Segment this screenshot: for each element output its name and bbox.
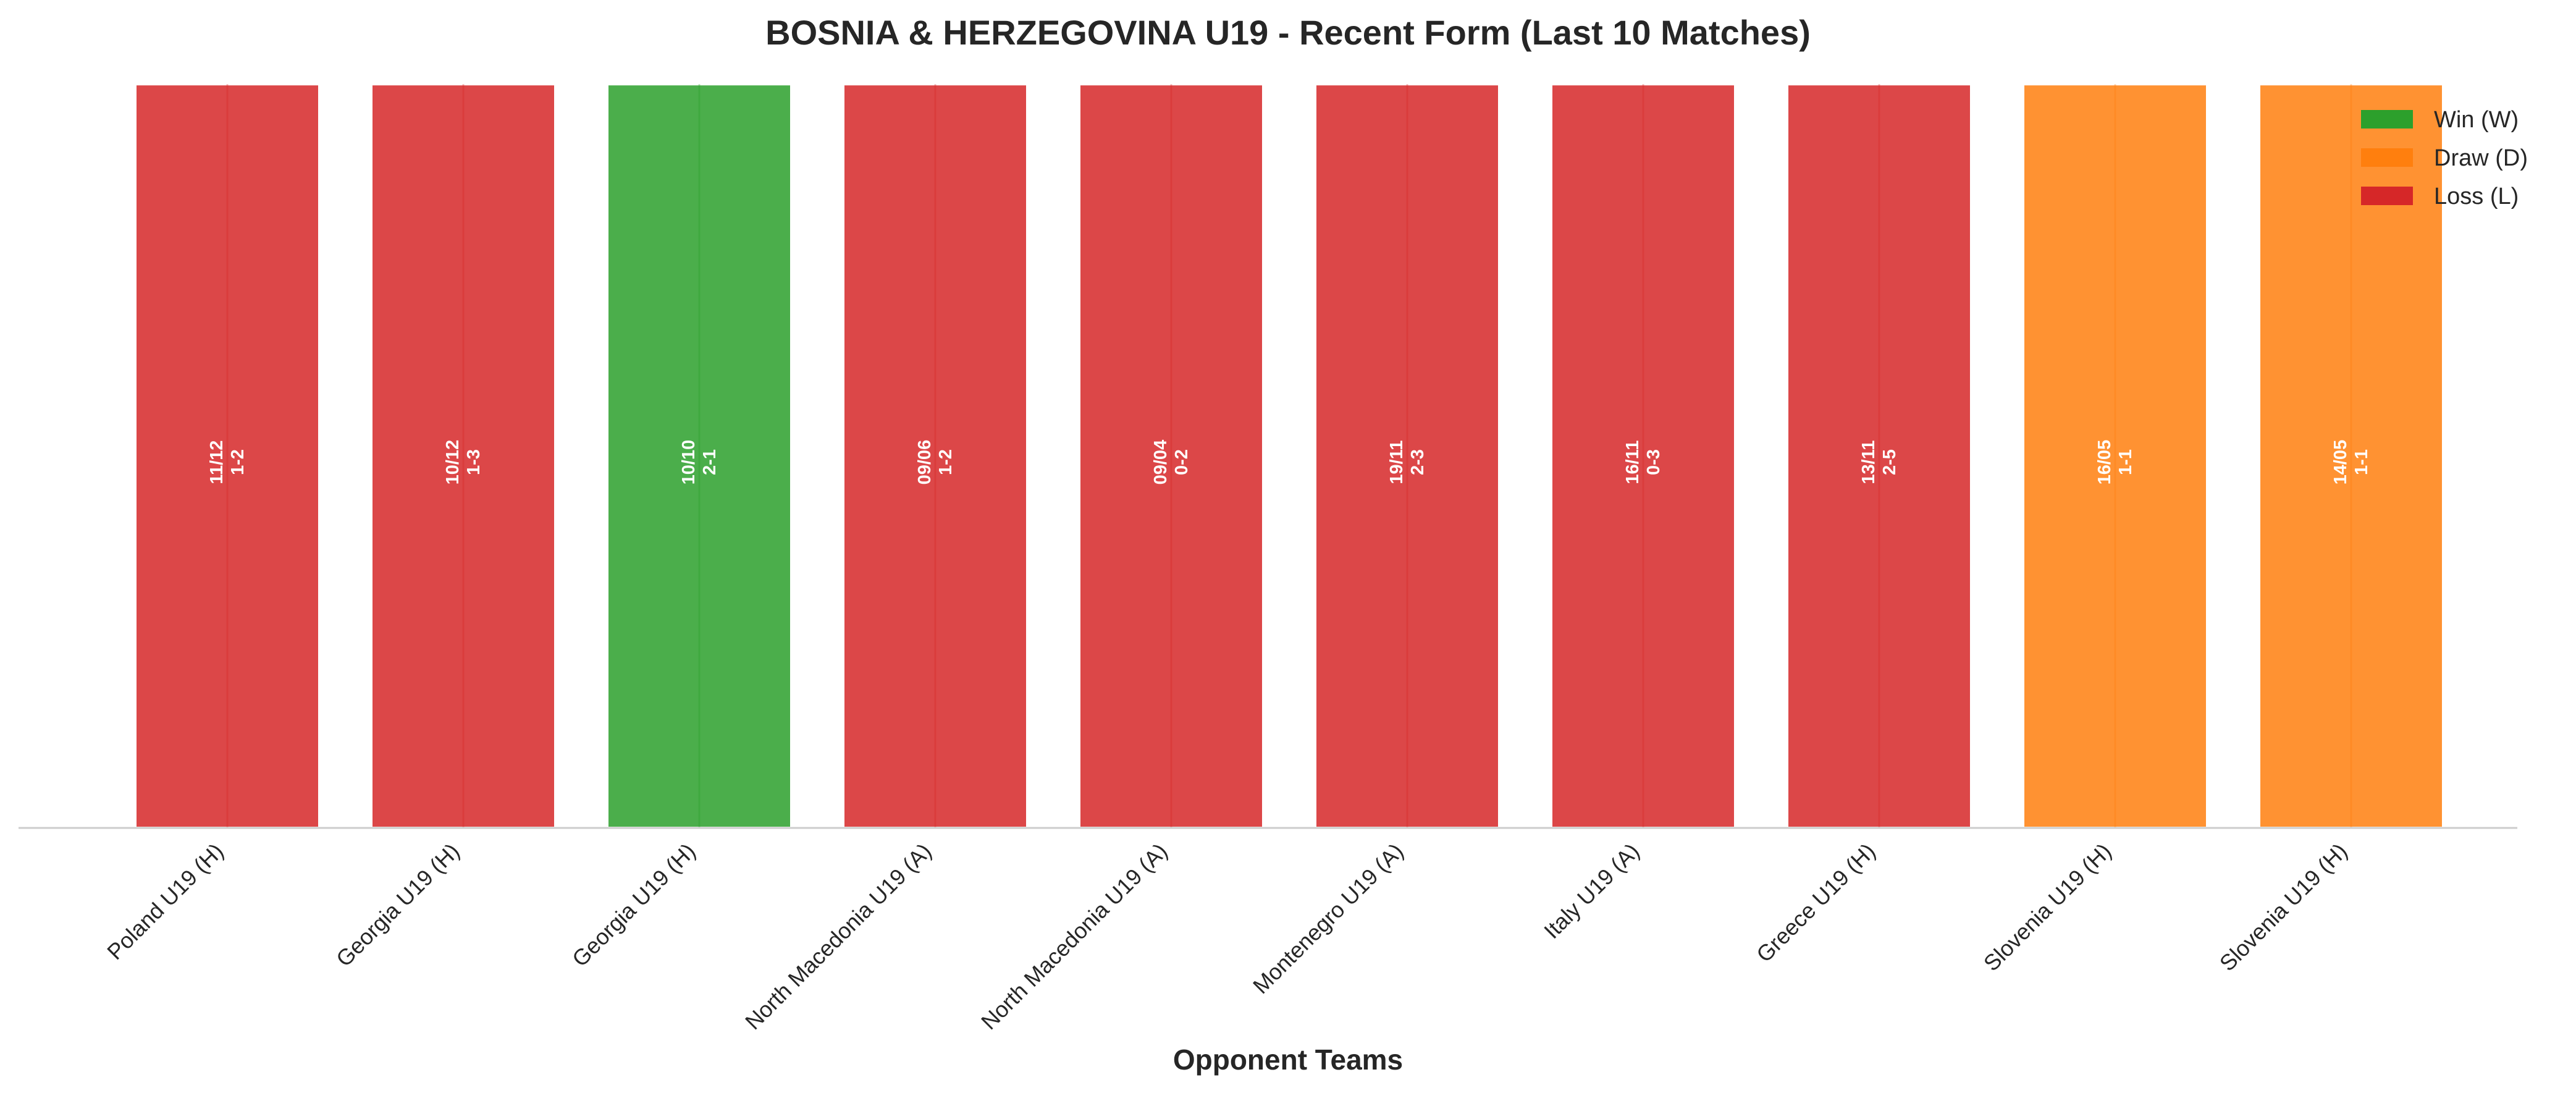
bar-label-date: 10/12 — [443, 440, 463, 485]
bar-label-date: 13/11 — [1859, 441, 1879, 484]
x-tick-label: Poland U19 (H) — [102, 838, 228, 964]
bar-10 — [2258, 83, 2444, 830]
bar-label-date: 16/05 — [2095, 440, 2115, 485]
bar-label-date: 11/12 — [207, 441, 227, 484]
bar-7 — [1550, 83, 1736, 830]
bar-label: 13/112-5 — [1859, 441, 1900, 484]
legend-label-l: Loss (L) — [2434, 184, 2519, 209]
bar-2 — [370, 83, 557, 830]
x-tick-label: Montenegro U19 (A) — [1248, 838, 1408, 999]
x-tick-label: Georgia U19 (H) — [567, 838, 701, 972]
bar-label-score: 1-2 — [936, 449, 956, 475]
legend-swatch-l — [2361, 187, 2413, 205]
legend-swatch-w — [2361, 110, 2413, 129]
chart-title: BOSNIA & HERZEGOVINA U19 - Recent Form (… — [765, 13, 1811, 52]
bar-3 — [606, 83, 793, 830]
bar-5 — [1078, 83, 1265, 830]
bar-label-score: 0-3 — [1644, 449, 1664, 475]
x-tick-label: Slovenia U19 (H) — [2215, 838, 2352, 976]
bar-label-score: 2-5 — [1880, 449, 1900, 475]
x-tick-label: Greece U19 (H) — [1751, 838, 1880, 968]
bar-4 — [842, 83, 1029, 830]
legend-label-d: Draw (D) — [2434, 145, 2528, 171]
x-tick-label: North Macedonia U19 (A) — [740, 838, 937, 1035]
legend-label-w: Win (W) — [2434, 107, 2519, 133]
legend: Win (W) Draw (D) Loss (L) — [2361, 107, 2528, 209]
bar-label-date: 10/10 — [679, 440, 699, 485]
bar-label-score: 1-2 — [228, 449, 248, 475]
bar-label: 14/051-1 — [2331, 440, 2372, 485]
bar-label: 10/121-3 — [443, 440, 484, 485]
bar-label: 09/061-2 — [915, 440, 956, 485]
bar-label-score: 0-2 — [1172, 449, 1192, 475]
x-tick-labels: Poland U19 (H) Georgia U19 (H) Georgia U19… — [102, 838, 2352, 1035]
bar-label: 16/110-3 — [1623, 441, 1664, 484]
x-tick-label: Slovenia U19 (H) — [1979, 838, 2116, 976]
bar-6 — [1314, 83, 1501, 830]
legend-swatch-d — [2361, 148, 2413, 167]
x-tick-label: Italy U19 (A) — [1539, 838, 1644, 943]
bar-label: 09/040-2 — [1151, 440, 1192, 485]
bar-labels-group: 11/121-2 10/121-3 10/102-1 09/061-2 09/040-2… — [207, 440, 2372, 485]
bar-label-score: 2-1 — [700, 449, 720, 475]
bar-label-date: 16/11 — [1623, 441, 1643, 484]
bar-label-date: 14/05 — [2331, 440, 2351, 485]
bar-label-score: 2-3 — [1408, 449, 1428, 475]
x-axis-label: Opponent Teams — [1173, 1044, 1403, 1076]
x-tick-label: North Macedonia U19 (A) — [976, 838, 1172, 1035]
bars-group — [134, 83, 2444, 830]
bar-1 — [134, 83, 321, 830]
bar-label-score: 1-1 — [2116, 449, 2136, 475]
bar-label: 10/102-1 — [679, 440, 720, 485]
bar-label-date: 19/11 — [1387, 441, 1407, 484]
bar-label-score: 1-1 — [2352, 449, 2372, 475]
bar-label-date: 09/06 — [915, 440, 935, 485]
bar-label: 11/121-2 — [207, 441, 248, 484]
bar-label-score: 1-3 — [464, 449, 484, 475]
x-tick-label: Georgia U19 (H) — [331, 838, 465, 972]
bar-8 — [1786, 83, 1972, 830]
bar-label-date: 09/04 — [1151, 440, 1171, 485]
bar-label: 19/112-3 — [1387, 441, 1428, 484]
bar-label: 16/051-1 — [2095, 440, 2136, 485]
